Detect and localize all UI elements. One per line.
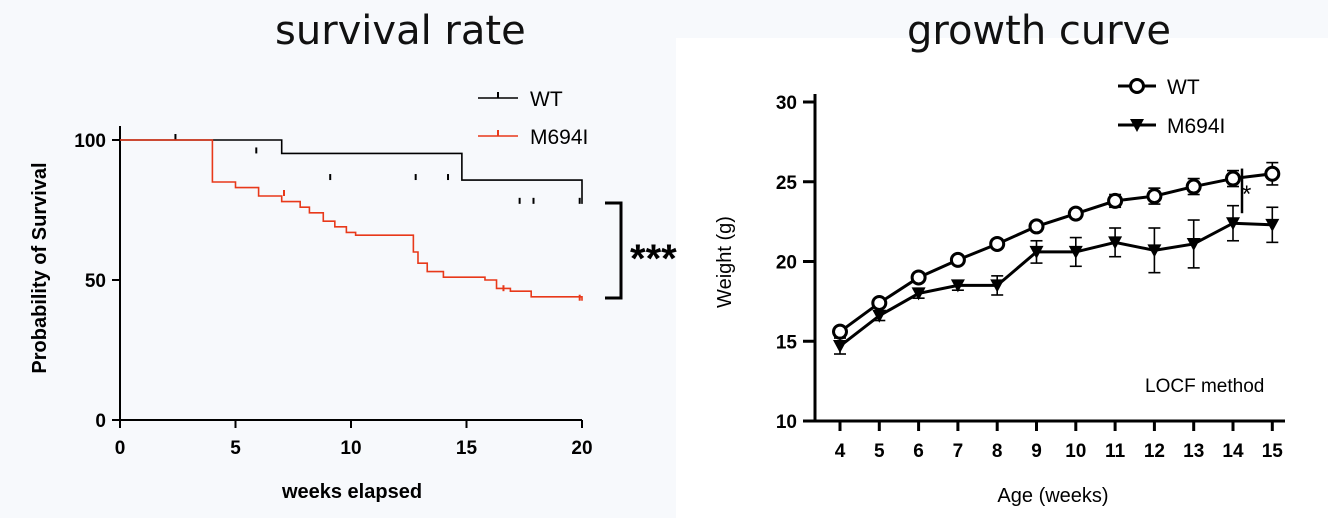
growth-x-tick-label: 10 [1065,441,1086,462]
survival-y-axis-title: Probability of Survival [29,162,51,373]
growth-x-tick-label: 13 [1183,441,1204,462]
survival-y-tick-label: 50 [85,271,106,292]
growth-x-tick-label: 7 [953,441,964,462]
growth-point-m694i [1068,245,1083,259]
growth-point-m694i [872,309,887,323]
growth-point-wt [1225,170,1241,187]
growth-x-tick-label: 5 [874,441,885,462]
growth-axes: 10 15 20 25 30 4 5 6 7 8 9 10 11 12 13 14 15 [776,93,1285,462]
legend-label-wt: WT [1167,76,1200,99]
growth-curve-panel [676,38,1328,518]
method-note: LOCF method [1145,376,1264,397]
legend-label-m694i: M694I [530,126,588,149]
growth-point-m694i [1226,217,1240,231]
growth-point-m694i [833,340,847,354]
growth-y-tick-label: 10 [776,412,797,433]
growth-x-tick-label: 15 [1262,441,1284,462]
growth-x-tick-label: 14 [1222,441,1244,462]
growth-x-tick-label: 4 [835,441,846,462]
growth-point-wt [871,294,888,311]
survival-axes: 0 5 10 15 20 0 50 100 [74,126,593,459]
survival-series [120,134,583,301]
growth-point-wt [1028,218,1045,235]
survival-line-wt [120,139,583,204]
growth-point-m694i [1147,244,1162,258]
growth-point-m694i [990,279,1005,293]
growth-point-wt [1185,178,1202,195]
legend-label-wt: WT [530,88,563,111]
survival-x-tick-label: 20 [571,438,592,459]
survival-y-tick-label: 100 [74,131,106,152]
growth-y-axis-title: Weight (g) [714,216,736,308]
growth-point-wt [910,269,927,286]
growth-line-m694i [839,221,1273,348]
legend-marker-wt [1129,78,1145,94]
growth-point-m694i [1029,245,1044,259]
growth-point-wt [832,323,848,340]
legend-label-m694i: M694I [1167,115,1225,138]
growth-point-m694i [950,279,965,293]
survival-x-tick-label: 5 [230,438,241,459]
growth-x-axis-title: Age (weeks) [997,485,1108,507]
growth-y-tick-label: 25 [776,173,798,194]
survival-y-tick-label: 0 [95,411,106,432]
survival-legend: WT M694I [478,88,588,149]
growth-point-wt [1067,205,1084,222]
growth-x-tick-label: 9 [1031,441,1042,462]
significance-label: *** [630,237,677,281]
growth-point-wt [949,251,966,268]
growth-x-tick-label: 12 [1144,441,1165,462]
growth-point-wt [1264,165,1281,182]
growth-y-tick-label: 15 [776,332,798,353]
survival-x-tick-label: 15 [456,438,478,459]
growth-point-m694i [1186,237,1201,251]
growth-point-wt [989,235,1006,252]
survival-x-tick-label: 10 [340,438,361,459]
growth-point-m694i [1108,236,1123,250]
growth-y-tick-label: 30 [776,93,797,114]
survival-line-m694i [120,139,583,301]
growth-x-tick-label: 6 [913,441,924,462]
legend-marker-m694i [1130,119,1144,132]
survival-x-tick-label: 0 [115,438,126,459]
survival-title: survival rate [275,8,526,54]
growth-significance-label: * [1242,181,1251,208]
significance-bracket [605,201,623,300]
growth-y-tick-label: 20 [776,253,797,274]
growth-title: growth curve [907,8,1171,54]
growth-x-tick-label: 8 [992,441,1003,462]
growth-point-m694i [1265,218,1280,232]
growth-point-wt [1107,192,1124,209]
growth-series [832,161,1281,355]
survival-x-axis-title: weeks elapsed [281,481,422,503]
growth-point-wt [1146,188,1163,205]
growth-x-tick-label: 11 [1105,441,1126,462]
growth-point-m694i [911,287,926,301]
growth-legend: WT M694I [1118,76,1225,138]
